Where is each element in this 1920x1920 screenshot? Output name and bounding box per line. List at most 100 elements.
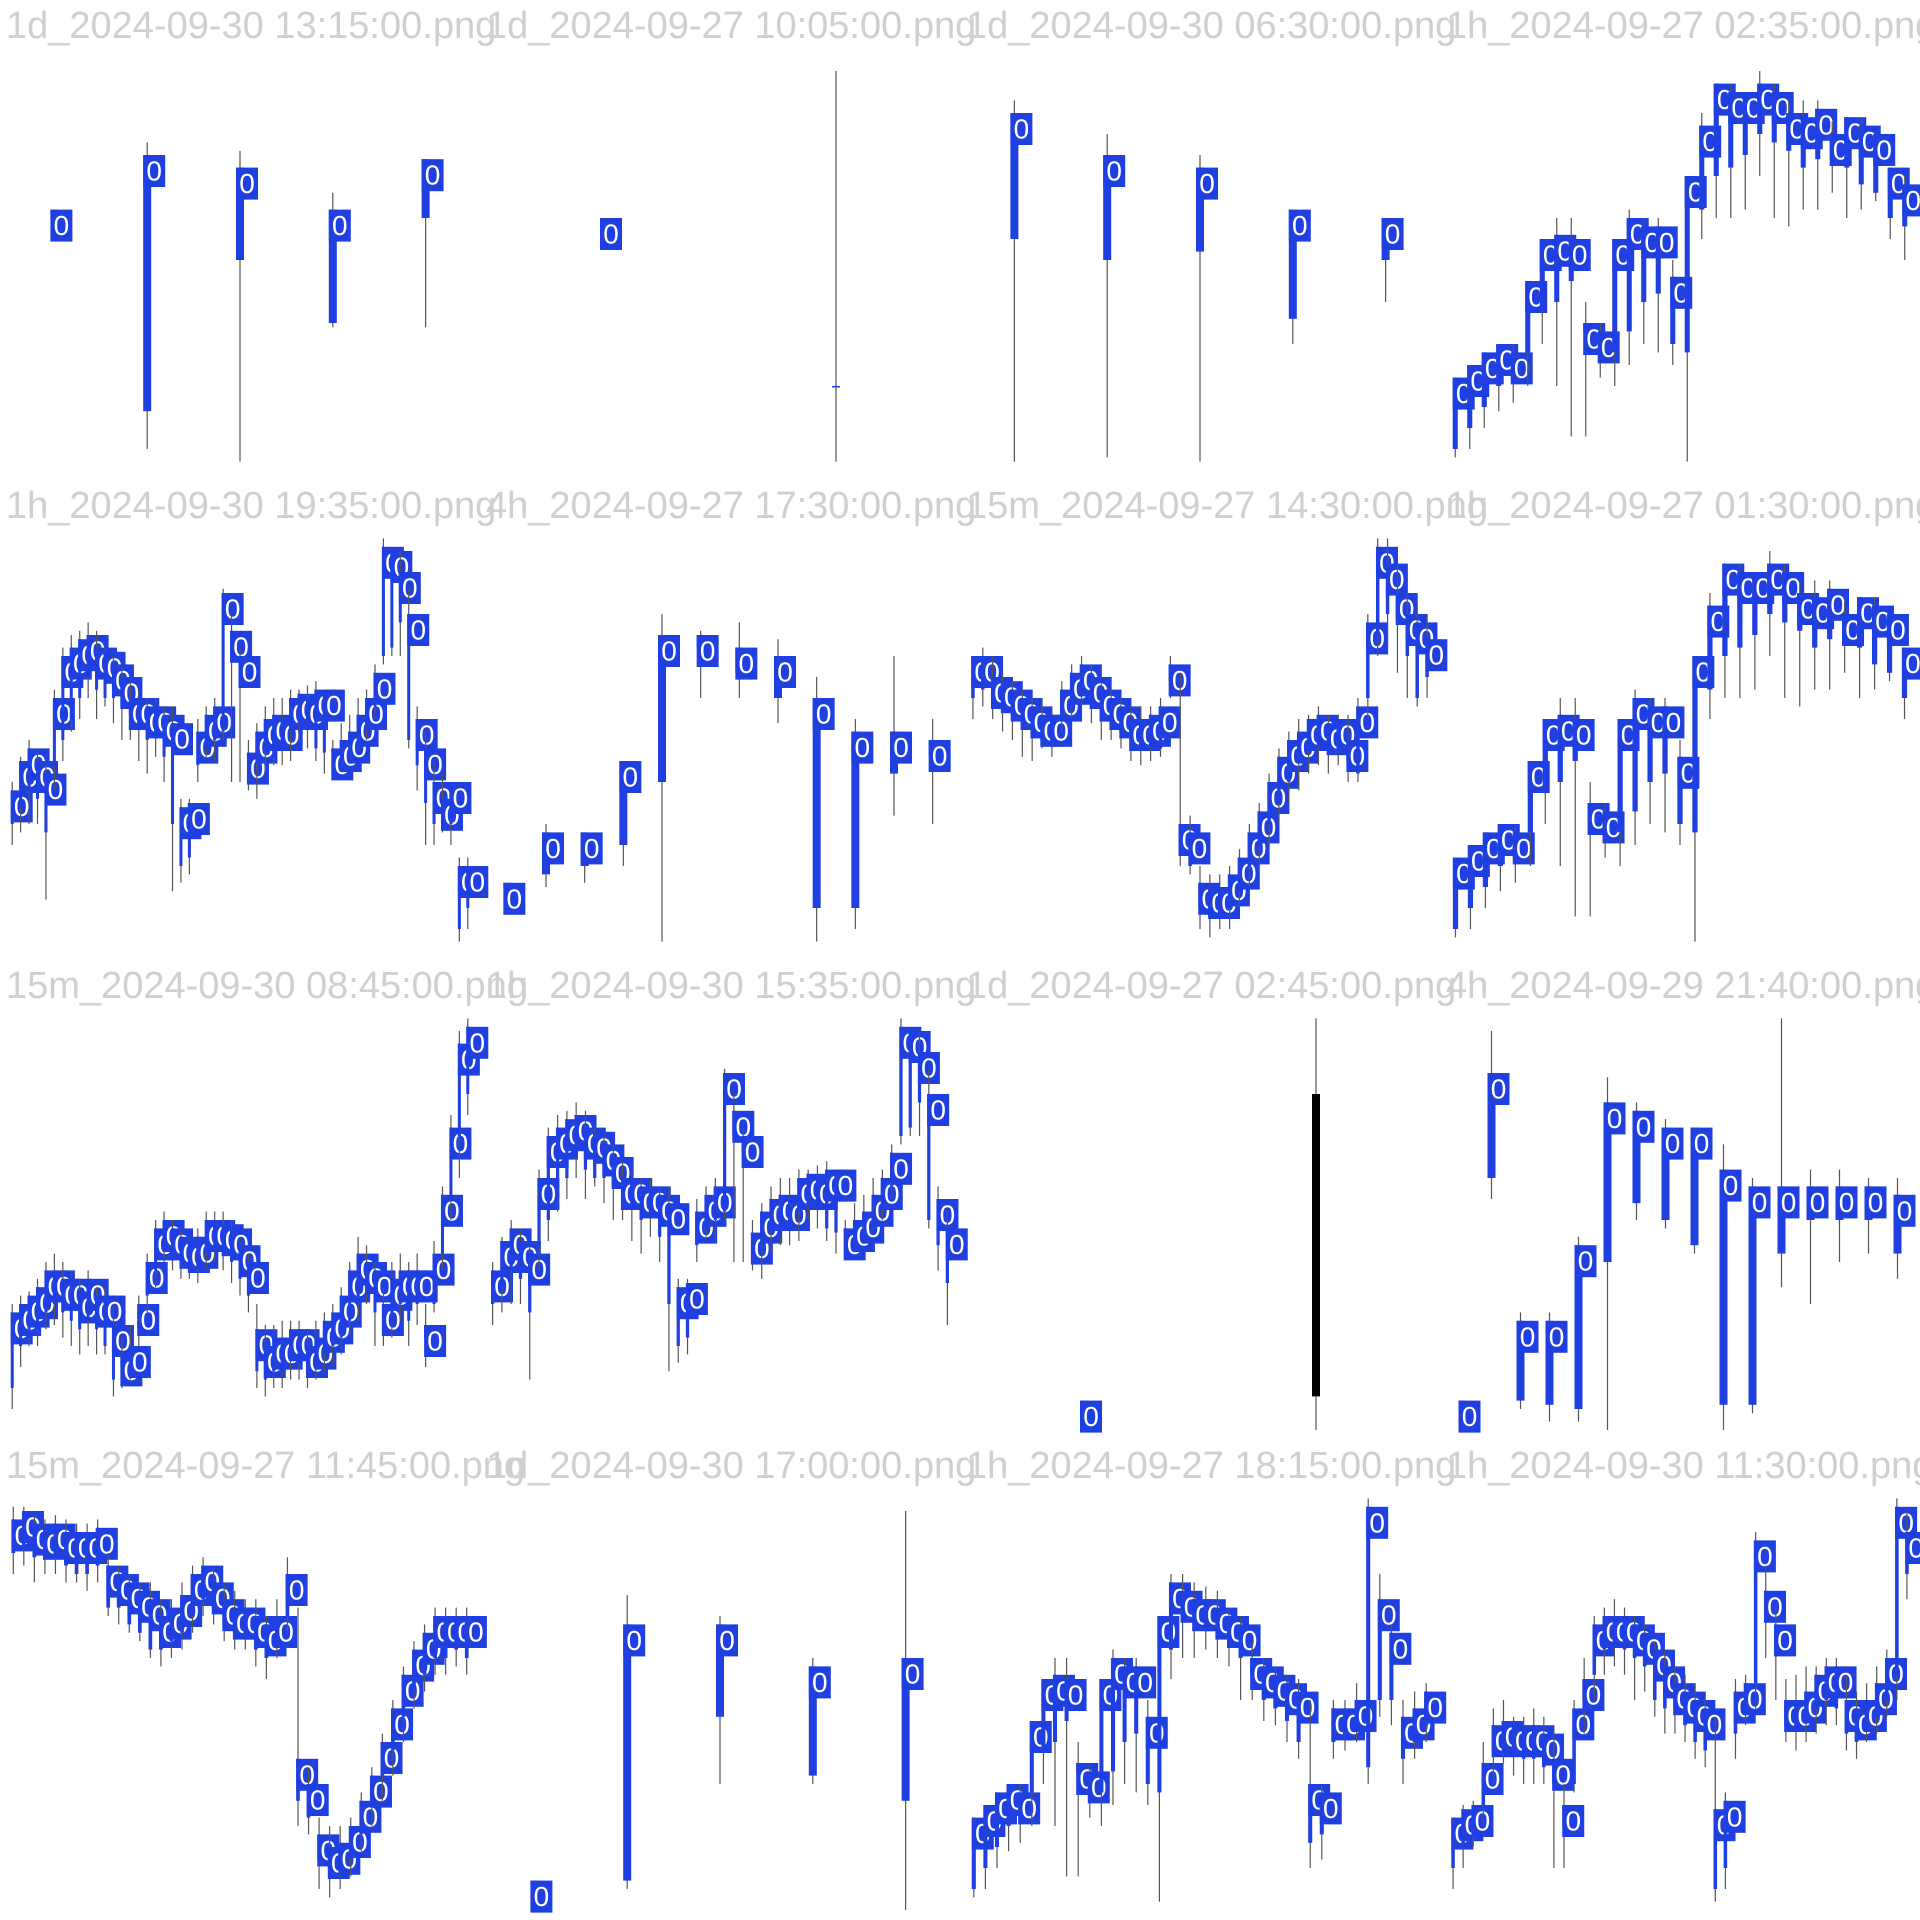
candle: 0 xyxy=(137,1295,160,1346)
annotation-box xyxy=(1512,832,1535,865)
annotation-label: 0 xyxy=(1192,833,1208,864)
candle: 0 xyxy=(1542,1716,1565,1784)
annotation-box xyxy=(1389,1632,1412,1665)
panel-title: 1d_2024-09-30 13:15:00.png xyxy=(6,5,496,47)
annotation-box xyxy=(111,1325,134,1357)
candle-body xyxy=(221,593,225,732)
annotation-box xyxy=(1168,664,1191,697)
panel-1: 0 0 0 0 0 1d_2024-09-30 13:15:00.png xyxy=(6,5,496,462)
annotation-box xyxy=(1516,1320,1539,1353)
candle-body xyxy=(555,1127,560,1199)
annotation-label: 0 xyxy=(1385,219,1401,250)
annotation-label: 0 xyxy=(1723,1170,1739,1201)
annotation-label: 0 xyxy=(384,1743,400,1774)
panel-title: 1d_2024-09-30 06:30:00.png xyxy=(966,5,1456,47)
annotation-box xyxy=(369,1775,392,1808)
annotation-label: 0 xyxy=(1427,1692,1443,1723)
candle-body xyxy=(1690,1127,1699,1246)
annotation-box xyxy=(658,635,680,667)
candle: 0 xyxy=(774,639,796,724)
candle-body xyxy=(1707,605,1713,690)
candle-body xyxy=(716,1624,724,1717)
annotation-box xyxy=(391,1708,414,1741)
candle-body xyxy=(1110,1658,1116,1772)
annotation-label: 0 xyxy=(225,594,241,625)
annotation-box xyxy=(432,1253,455,1286)
panel-2: 0 1d_2024-09-27 10:05:00.png xyxy=(486,5,976,462)
annotation-label: 0 xyxy=(1083,1401,1099,1432)
annotation-label: 0 xyxy=(584,833,600,864)
candle-body xyxy=(1647,706,1653,782)
candle: 0 xyxy=(1834,1658,1857,1726)
annotation-label: 0 xyxy=(1815,598,1831,629)
candle: 0 xyxy=(1103,134,1126,458)
candle-body xyxy=(390,551,394,648)
candle-body xyxy=(623,1624,632,1881)
annotation-label: 0 xyxy=(99,1528,115,1559)
candle-body xyxy=(1603,1102,1612,1262)
panel-title: 1h_2024-09-27 01:30:00.png xyxy=(1446,485,1920,527)
annotation-box xyxy=(1690,1127,1713,1160)
annotation-box xyxy=(306,1784,329,1816)
candle-body xyxy=(1753,1540,1758,1684)
candle-body xyxy=(1145,1716,1150,1784)
annotation-label: 0 xyxy=(444,1195,460,1226)
candle: 0 xyxy=(1873,134,1896,202)
annotation-box xyxy=(1103,155,1126,187)
annotation-box xyxy=(466,866,489,898)
candle-body xyxy=(1029,1721,1034,1793)
candle-body xyxy=(667,1203,671,1304)
annotation-box xyxy=(774,656,796,688)
annotation-label: 0 xyxy=(719,1625,735,1656)
annotation-label: 0 xyxy=(377,1271,393,1302)
annotation-label: 0 xyxy=(1491,1074,1507,1105)
annotation-label: 0 xyxy=(1591,804,1607,835)
annotation-label: 0 xyxy=(1770,564,1786,595)
candle: 0 xyxy=(440,1186,463,1271)
candle-body xyxy=(1525,281,1531,353)
candle: 0 xyxy=(530,1880,553,1913)
annotation-box xyxy=(1458,1400,1481,1433)
candle-body xyxy=(1626,218,1632,332)
annotation-box xyxy=(834,1169,857,1202)
annotation-label: 0 xyxy=(1727,1801,1743,1832)
candle: 0 xyxy=(238,1236,261,1296)
candle-body xyxy=(1545,1320,1554,1405)
candle: 0 xyxy=(1692,656,1715,942)
annotation-label: 0 xyxy=(1576,720,1592,751)
candle-body xyxy=(1288,209,1297,319)
candle: 0 xyxy=(1763,1565,1786,1658)
annotation-box xyxy=(1572,719,1595,751)
annotation-box xyxy=(230,630,253,663)
candle: 0 xyxy=(1425,614,1448,698)
candle-body xyxy=(1617,719,1623,833)
annotation-box xyxy=(890,731,912,764)
annotation-label: 0 xyxy=(1781,1187,1797,1218)
annotation-box xyxy=(1582,1679,1605,1711)
candle: 0 xyxy=(19,1295,42,1367)
candle: 0 xyxy=(1010,100,1033,462)
annotation-label: 0 xyxy=(1838,1667,1854,1698)
annotation-box xyxy=(171,723,194,756)
panel-title: 15m_2024-09-27 11:45:00.png xyxy=(6,1445,525,1487)
candle-body xyxy=(171,723,175,824)
candle: 0 xyxy=(86,1270,109,1346)
annotation-box xyxy=(449,1127,472,1160)
annotation-label: 0 xyxy=(191,804,207,835)
candle-body xyxy=(457,1043,461,1136)
panel-7: 0000000000000000000000000000000000000000… xyxy=(966,485,1488,938)
candle: 0 xyxy=(1719,1144,1742,1430)
annotation-label: 0 xyxy=(1890,615,1906,646)
candle-body xyxy=(407,614,411,740)
annotation-label: 0 xyxy=(661,636,677,667)
candle: 0 xyxy=(834,1169,857,1254)
annotation-box xyxy=(44,773,67,806)
candle: 0 xyxy=(424,731,447,845)
annotation-box xyxy=(808,1666,831,1699)
annotation-box xyxy=(1886,614,1909,646)
annotation-label: 0 xyxy=(1666,707,1682,738)
candle: 0 xyxy=(373,664,396,719)
candle-body xyxy=(1748,1186,1757,1405)
